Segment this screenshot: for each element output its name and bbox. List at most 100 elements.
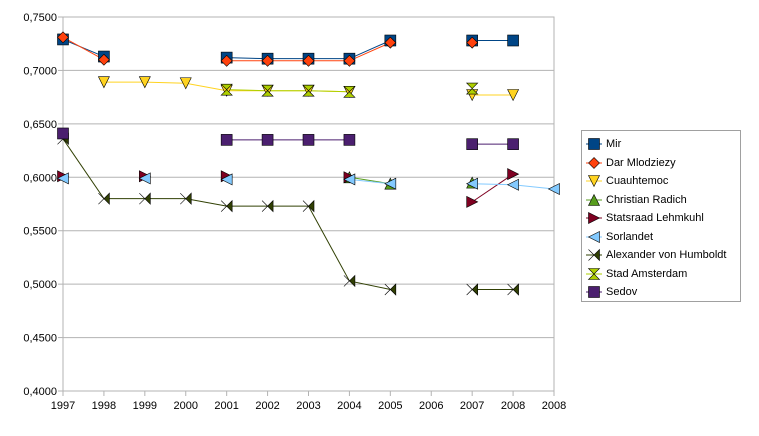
x-tick-label: 2004	[337, 400, 361, 412]
legend-swatch	[586, 286, 602, 298]
legend-marker	[588, 286, 600, 298]
legend-item-alexander-von-humboldt: Alexander von Humboldt	[582, 246, 740, 264]
point-statsraad-lehmkuhl	[466, 195, 479, 208]
point-sedov	[343, 134, 356, 146]
x-tick-label: 2003	[296, 400, 320, 412]
legend-label: Sedov	[606, 286, 638, 298]
point-cuauhtemoc	[138, 76, 151, 89]
legend-item-dar-mlodziezy: Dar Mlodziezy	[582, 154, 740, 172]
series-line-stad-amsterdam	[226, 89, 350, 93]
legend-marker	[588, 175, 600, 188]
point-alexander-von-humboldt	[180, 192, 192, 205]
point-stad-amsterdam	[465, 82, 479, 95]
point-cuauhtemoc	[97, 76, 110, 89]
point-alexander-von-humboldt	[302, 199, 315, 213]
point-sorlandet	[220, 173, 233, 186]
x-tick-label: 2001	[214, 400, 238, 412]
point-sorlandet	[465, 177, 478, 190]
x-tick-label: 1997	[51, 400, 75, 412]
legend: Mir Dar Mlodziezy Cuauhtemoc Christian Radi…	[581, 130, 741, 302]
x-tick-label: 1999	[133, 400, 157, 412]
point-sorlandet	[547, 183, 560, 196]
legend-swatch	[586, 138, 602, 150]
point-alexander-von-humboldt	[507, 283, 519, 296]
legend-label: Cuauhtemoc	[606, 175, 669, 187]
legend-swatch	[586, 156, 602, 169]
legend-swatch	[586, 212, 602, 224]
y-tick-label: 0,4500	[23, 333, 57, 345]
x-tick-label: 2005	[378, 400, 402, 412]
legend-marker	[588, 138, 600, 150]
y-tick-label: 0,4000	[23, 386, 57, 398]
legend-swatch	[586, 193, 602, 206]
legend-swatch	[586, 267, 602, 280]
series-markers	[56, 31, 560, 296]
legend-label: Statsraad Lehmkuhl	[606, 212, 704, 224]
point-alexander-von-humboldt	[384, 283, 397, 296]
legend-marker	[588, 156, 600, 169]
point-dar-mlodziezy	[261, 54, 274, 67]
point-dar-mlodziezy	[97, 53, 110, 66]
point-sorlandet	[343, 173, 356, 186]
point-sorlandet	[384, 177, 397, 190]
legend-label: Sorlandet	[606, 230, 654, 243]
x-axis: 1997 1998 1999 2000 2001 2002 2003 2004 2005 2006…	[51, 391, 566, 412]
point-dar-mlodziezy	[220, 54, 233, 67]
x-tick-label: 2002	[255, 400, 279, 412]
y-axis: 0,4000 0,4500 0,5000 0,5500 0,6000 0,6500 0,70…	[23, 12, 63, 398]
point-sorlandet	[56, 172, 69, 185]
legend-swatch	[586, 230, 602, 243]
legend-marker	[588, 212, 601, 224]
x-tick-label: 2008	[542, 400, 566, 412]
series-line-statsraad-lehmkuhl	[471, 173, 514, 203]
point-sedov	[57, 127, 69, 140]
point-sedov	[466, 138, 478, 150]
point-stad-amsterdam	[261, 84, 274, 97]
legend-item-sedov: Sedov	[582, 283, 740, 301]
legend-label: Christian Radich	[606, 193, 687, 206]
x-tick-label: 2006	[419, 400, 443, 412]
point-sorlandet	[506, 178, 519, 191]
legend-item-christian-radich: Christian Radich	[582, 191, 740, 209]
y-tick-label: 0,5000	[23, 279, 57, 291]
y-tick-label: 0,5500	[23, 226, 57, 238]
point-alexander-von-humboldt	[343, 274, 356, 288]
legend-swatch	[586, 175, 602, 188]
point-dar-mlodziezy	[343, 54, 356, 67]
point-dar-mlodziezy	[302, 54, 315, 67]
point-dar-mlodziezy	[57, 31, 69, 44]
point-alexander-von-humboldt	[139, 192, 151, 205]
point-sedov	[261, 134, 274, 146]
legend-item-statsraad-lehmkuhl: Statsraad Lehmkuhl	[582, 209, 740, 227]
legend-item-stad-amsterdam: Stad Amsterdam	[582, 265, 740, 283]
legend-label: Alexander von Humboldt	[606, 249, 727, 261]
legend-item-cuauhtemoc: Cuauhtemoc	[582, 172, 740, 190]
series-line-sorlandet	[349, 178, 391, 185]
point-cuauhtemoc	[507, 89, 520, 102]
legend-marker	[587, 230, 600, 243]
x-tick-label: 2008	[501, 400, 525, 412]
y-tick-label: 0,6500	[23, 119, 57, 131]
point-dar-mlodziezy	[466, 36, 479, 49]
x-tick-label: 2007	[460, 400, 484, 412]
point-dar-mlodziezy	[384, 36, 397, 49]
point-stad-amsterdam	[302, 84, 315, 97]
point-stad-amsterdam	[220, 83, 233, 96]
legend-label: Mir	[606, 138, 622, 150]
point-alexander-von-humboldt	[98, 192, 110, 205]
point-stad-amsterdam	[343, 86, 356, 98]
legend-label: Stad Amsterdam	[606, 267, 688, 280]
legend-marker	[588, 193, 600, 206]
series-line-dar-mlodziezy	[62, 36, 105, 61]
point-sedov	[220, 134, 233, 146]
point-sedov	[507, 138, 519, 150]
legend-label: Dar Mlodziezy	[606, 156, 676, 169]
point-alexander-von-humboldt	[220, 199, 233, 213]
legend-item-mir: Mir	[582, 135, 740, 153]
point-sorlandet	[138, 172, 151, 185]
point-statsraad-lehmkuhl	[507, 168, 520, 181]
y-tick-label: 0,6000	[23, 172, 57, 184]
legend-marker	[587, 267, 601, 280]
point-alexander-von-humboldt	[261, 199, 274, 213]
